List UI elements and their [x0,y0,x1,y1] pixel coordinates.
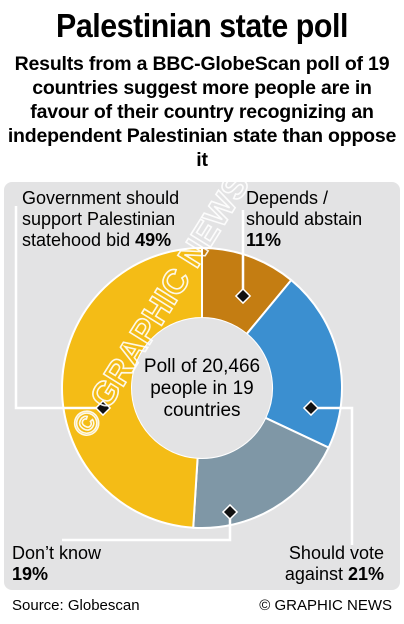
label-government-should-support: Government should support Palestinian st… [22,188,179,251]
chart-subtitle: Results from a BBC-GlobeScan poll of 19 … [7,53,397,171]
label-should-vote-against: Should vote against 21% [285,543,384,585]
donut-center-label: Poll of 20,466 people in 19 countries [143,356,261,421]
value-government-should-support: 49% [135,230,172,250]
leader-government [14,206,103,410]
label-dont-know: Don’t know 19% [12,543,101,585]
leader-should-vote-against [311,406,354,545]
label-government-line3: statehood bid [22,230,131,250]
leader-dont-know [62,512,232,542]
label-should-vote-line2: against [284,564,343,584]
label-should-vote-line1: Should vote [288,543,384,563]
credit-note: © GRAPHIC NEWS [259,597,392,614]
donut-hole [132,318,272,458]
leader-depends-marker [234,287,252,305]
label-government-line1: Government should [22,188,180,208]
footer: Source: Globescan © GRAPHIC NEWS [0,596,404,616]
value-dont-know: 19% [12,564,49,584]
leader-government-marker [94,399,112,417]
value-should-vote-against: 21% [347,564,384,584]
label-depends-line1: Depends / [246,188,329,208]
label-leaders [14,206,354,545]
label-government-line2: support Palestinian [22,209,176,229]
chart-title: Palestinian state poll [56,7,348,44]
value-depends-abstain: 11% [246,230,282,250]
donut-slices [61,246,343,529]
source-note: Source: Globescan [12,597,140,614]
leader-dont-know-marker [221,503,239,521]
label-depends-line2: should abstain [246,209,363,229]
label-depends-abstain: Depends / should abstain 11% [246,188,362,251]
label-dont-know-line1: Don’t know [12,543,102,563]
leader-should-vote-against-marker [302,399,320,417]
